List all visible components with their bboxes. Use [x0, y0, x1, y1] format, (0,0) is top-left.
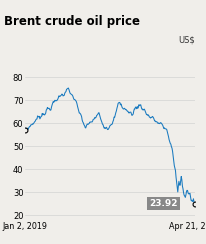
Text: Brent crude oil price: Brent crude oil price: [4, 15, 139, 28]
Text: US$: US$: [177, 35, 194, 44]
Text: 23.92: 23.92: [149, 199, 177, 208]
